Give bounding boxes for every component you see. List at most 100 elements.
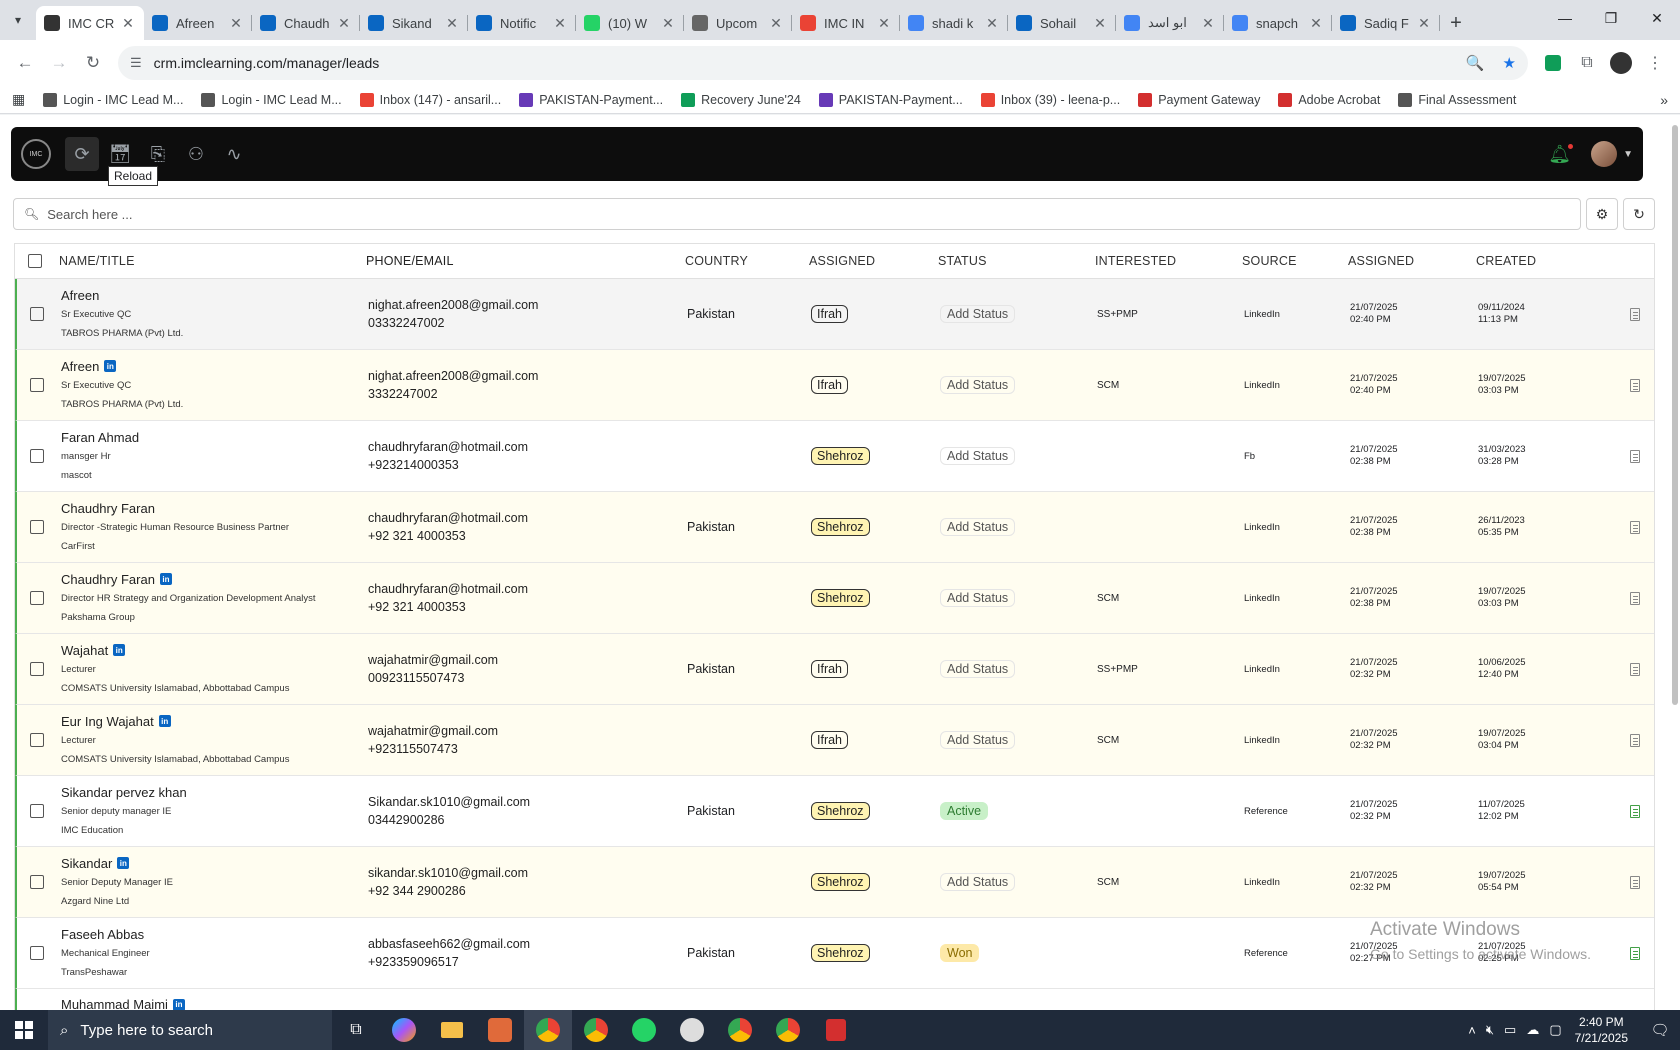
document-icon[interactable] — [1630, 804, 1640, 818]
browser-tab[interactable]: snapch ✕ — [1224, 6, 1332, 40]
tab-close-icon[interactable]: ✕ — [1202, 14, 1214, 31]
browser-tab[interactable]: Sohail ✕ — [1008, 6, 1116, 40]
browser-tab[interactable]: Sadiq F ✕ — [1332, 6, 1440, 40]
table-row[interactable]: Chaudhry Faran Director -Strategic Human… — [15, 492, 1654, 563]
back-button[interactable]: ← — [16, 53, 34, 72]
new-tab-button[interactable]: + — [1450, 11, 1462, 34]
chrome-icon-3[interactable] — [716, 1010, 764, 1050]
browser-tab[interactable]: Notific ✕ — [468, 6, 576, 40]
lead-name[interactable]: Sikandar pervez khan — [61, 784, 187, 800]
bookmark-item[interactable]: Login - IMC Lead M... — [201, 92, 342, 107]
col-created[interactable]: CREATED — [1476, 254, 1537, 268]
status-badge[interactable]: Won — [940, 944, 980, 962]
bookmark-item[interactable]: Final Assessment — [1398, 92, 1516, 107]
lead-name[interactable]: Afreen — [61, 287, 100, 303]
lead-name[interactable]: Eur Ing Wajahat — [61, 713, 154, 729]
acrobat-icon[interactable] — [812, 1010, 860, 1050]
status-badge[interactable]: Add Status — [940, 447, 1016, 465]
status-badge[interactable]: Active — [940, 802, 989, 820]
tab-search-button[interactable]: ▾ — [14, 13, 22, 27]
document-icon[interactable] — [1630, 946, 1640, 960]
chrome-icon-2[interactable] — [572, 1010, 620, 1050]
col-name[interactable]: NAME/TITLE — [59, 254, 135, 268]
cloud-icon[interactable]: ☁ — [1526, 1022, 1540, 1037]
status-badge[interactable]: Add Status — [940, 305, 1016, 323]
table-row[interactable]: Chaudhry Faran in Director HR Strategy an… — [15, 563, 1654, 634]
lead-name[interactable]: Faran Ahmad — [61, 429, 140, 445]
browser-menu-icon[interactable]: ⋮ — [1647, 55, 1663, 72]
bookmark-item[interactable]: PAKISTAN-Payment... — [519, 92, 663, 107]
document-icon[interactable] — [1630, 733, 1640, 747]
browser-tab[interactable]: Upcom ✕ — [684, 6, 792, 40]
status-badge[interactable]: Add Status — [940, 873, 1016, 891]
document-icon[interactable] — [1630, 875, 1640, 889]
meet-icon[interactable]: ▭ — [1504, 1022, 1517, 1037]
status-badge[interactable]: Add Status — [940, 518, 1016, 536]
col-source[interactable]: SOURCE — [1242, 254, 1297, 268]
file-explorer-icon[interactable] — [428, 1010, 476, 1050]
browser-tab[interactable]: IMC IN ✕ — [792, 6, 900, 40]
chrome-profile-icon[interactable] — [524, 1010, 572, 1050]
notification-center-icon[interactable]: 🗨︎ — [1650, 1022, 1670, 1039]
bookmark-star-icon[interactable]: ★ — [1502, 55, 1516, 72]
document-icon[interactable] — [1630, 520, 1640, 534]
extension-icon[interactable] — [1536, 46, 1570, 80]
assigned-badge[interactable]: Shehroz — [811, 518, 870, 536]
activity-icon[interactable]: ∿ — [226, 143, 242, 164]
row-checkbox[interactable] — [30, 804, 44, 818]
assigned-badge[interactable]: Shehroz — [811, 944, 870, 962]
assigned-badge[interactable]: Ifrah — [811, 731, 849, 749]
row-checkbox[interactable] — [30, 449, 44, 463]
search-input[interactable]: 🔍︎ Search here ... — [13, 198, 1581, 230]
user-avatar[interactable] — [1591, 141, 1618, 167]
restore-button[interactable]: ❐ — [1604, 9, 1618, 26]
document-icon[interactable] — [1630, 591, 1640, 605]
row-checkbox[interactable] — [30, 307, 44, 321]
table-row-partial[interactable]: Muhammad Maimi in — [15, 989, 1654, 1010]
app-icon-orange[interactable] — [476, 1010, 524, 1050]
col-assigned-date[interactable]: ASSIGNED — [1348, 254, 1415, 268]
copilot-icon[interactable] — [380, 1010, 428, 1050]
tab-close-icon[interactable]: ✕ — [662, 14, 674, 31]
chevron-up-icon[interactable]: ˄ — [1468, 1022, 1476, 1038]
bookmark-item[interactable]: Recovery June'24 — [681, 92, 801, 107]
table-row[interactable]: Wajahat in Lecturer COMSATS University Is… — [15, 634, 1654, 705]
extensions-puzzle-icon[interactable]: ⧉ — [1581, 54, 1593, 71]
imc-logo[interactable]: IMC — [21, 139, 51, 169]
calendar-icon[interactable]: 📅︎ — [108, 143, 132, 164]
bookmark-item[interactable]: Inbox (39) - leena-p... — [980, 92, 1120, 107]
row-checkbox[interactable] — [30, 378, 44, 392]
bookmark-item[interactable]: Login - IMC Lead M... — [43, 92, 183, 107]
tab-close-icon[interactable]: ✕ — [878, 14, 890, 31]
lead-name[interactable]: Muhammad Maimi — [61, 997, 168, 1010]
clock-app-icon[interactable] — [668, 1010, 716, 1050]
assigned-badge[interactable]: Shehroz — [811, 873, 870, 891]
status-badge[interactable]: Add Status — [940, 731, 1016, 749]
col-interested[interactable]: INTERESTED — [1095, 254, 1177, 268]
assigned-badge[interactable]: Ifrah — [811, 660, 849, 678]
lead-name[interactable]: Sikandar — [61, 855, 113, 871]
lead-name[interactable]: Chaudhry Faran — [61, 571, 155, 587]
bookmark-item[interactable]: Payment Gateway — [1138, 92, 1260, 107]
page-scrollbar[interactable] — [1672, 125, 1678, 705]
filter-settings-button[interactable]: ⚙ — [1586, 198, 1618, 230]
table-row[interactable]: Afreen in Sr Executive QC TABROS PHARMA (… — [15, 350, 1654, 421]
browser-tab[interactable]: Afreen ✕ — [144, 6, 252, 40]
browser-tab[interactable]: Chaudh ✕ — [252, 6, 360, 40]
status-badge[interactable]: Add Status — [940, 376, 1016, 394]
row-checkbox[interactable] — [30, 733, 44, 747]
row-checkbox[interactable] — [30, 946, 44, 960]
table-row[interactable]: Eur Ing Wajahat in Lecturer COMSATS Unive… — [15, 705, 1654, 776]
refresh-button[interactable]: ↻ — [1623, 198, 1655, 230]
windows-start-icon[interactable] — [0, 1010, 48, 1050]
reload-browser-button[interactable]: ↻ — [85, 53, 101, 72]
document-icon[interactable] — [1630, 307, 1640, 321]
tab-close-icon[interactable]: ✕ — [122, 14, 134, 31]
browser-tab[interactable]: ابو اسد ✕ — [1116, 6, 1224, 40]
bookmark-item[interactable]: Inbox (147) - ansaril... — [359, 92, 501, 107]
row-checkbox[interactable] — [30, 591, 44, 605]
close-window-button[interactable]: ✕ — [1651, 9, 1663, 26]
lead-name[interactable]: Wajahat — [61, 642, 109, 658]
zoom-icon[interactable]: 🔍 — [1465, 55, 1485, 72]
volume-icon[interactable]: 🔇︎ — [1485, 1022, 1495, 1037]
